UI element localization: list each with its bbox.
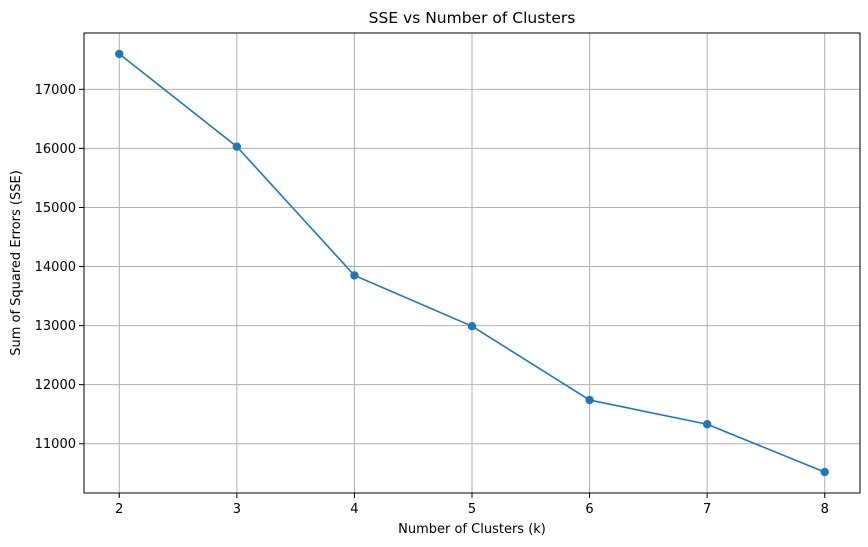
y-tick-label: 15000 [35,201,76,216]
sse-data-point [702,420,712,429]
chart-title: SSE vs Number of Clusters [369,9,576,27]
sse-data-point [115,49,124,59]
data-series [115,49,829,477]
x-tick-label: 5 [468,502,476,517]
sse-data-point [467,321,477,331]
x-tick-label: 7 [703,502,711,517]
x-axis-label: Number of Clusters (k) [398,522,546,537]
y-tick-label: 16000 [35,142,76,157]
axis-ticks: 2 3 4 5 6 7 8 11000 12000 13000 14000 15000 16000 170… [35,83,829,517]
y-tick-label: 12000 [35,378,76,393]
x-tick-label: 2 [115,502,123,517]
sse-data-point [232,142,242,151]
x-tick-label: 6 [585,502,593,517]
sse-data-point [820,467,829,477]
y-axis-label: Sum of Squared Errors (SSE) [9,170,24,356]
y-tick-label: 11000 [35,437,76,452]
y-tick-label: 14000 [35,260,76,275]
sse-data-point [585,395,594,405]
grid-lines [84,33,860,493]
x-tick-label: 4 [350,502,358,517]
x-tick-label: 3 [233,502,241,517]
y-tick-label: 13000 [35,319,76,334]
x-tick-label: 8 [821,502,829,517]
sse-data-point [350,271,359,280]
y-tick-label: 17000 [35,83,76,98]
